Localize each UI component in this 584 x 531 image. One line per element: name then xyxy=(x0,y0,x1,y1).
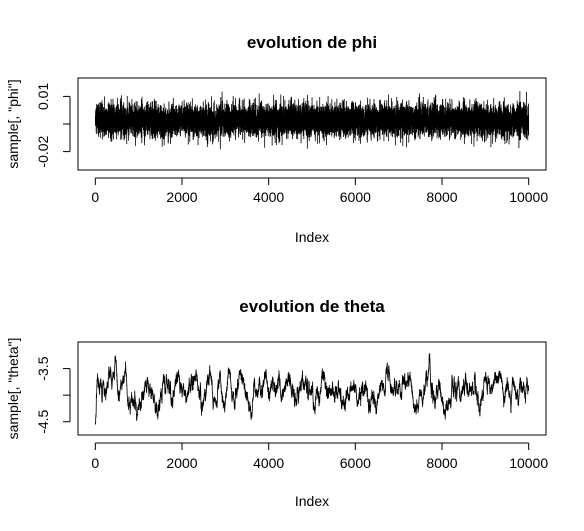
x-tick-label: 10000 xyxy=(509,455,548,471)
x-tick-label: 2000 xyxy=(166,189,197,205)
x-tick-label: 10000 xyxy=(509,189,548,205)
x-tick-label: 6000 xyxy=(340,455,371,471)
series-line xyxy=(94,353,530,425)
y-tick-label: 0.01 xyxy=(35,83,51,110)
panel-phi: evolution de phi 0 2000 4000 6000 8000 10000 In… xyxy=(5,33,548,245)
x-tick-label: 0 xyxy=(91,189,99,205)
plot-box xyxy=(77,77,547,171)
y-tick-label: -3.5 xyxy=(35,356,51,380)
x-tick-label: 2000 xyxy=(166,455,197,471)
y-axis-label: sample[, "theta"] xyxy=(5,338,21,440)
x-tick-label: 8000 xyxy=(426,455,457,471)
y-tick-label: -0.02 xyxy=(35,135,51,167)
x-tick-label: 6000 xyxy=(340,189,371,205)
chart-title: evolution de theta xyxy=(239,297,385,316)
x-tick-label: 0 xyxy=(91,455,99,471)
y-tick-label: -4.5 xyxy=(35,409,51,433)
series-line xyxy=(94,91,530,150)
y-axis-label: sample[, "phi"] xyxy=(5,79,21,168)
chart-title: evolution de phi xyxy=(247,33,377,52)
x-tick-label: 4000 xyxy=(253,455,284,471)
plot-box xyxy=(77,341,547,436)
panel-theta: evolution de theta 0 2000 4000 6000 8000 10000… xyxy=(5,297,548,509)
x-tick-label: 4000 xyxy=(253,189,284,205)
x-tick-label: 8000 xyxy=(426,189,457,205)
x-axis-label: Index xyxy=(295,229,329,245)
x-axis-label: Index xyxy=(295,493,329,509)
